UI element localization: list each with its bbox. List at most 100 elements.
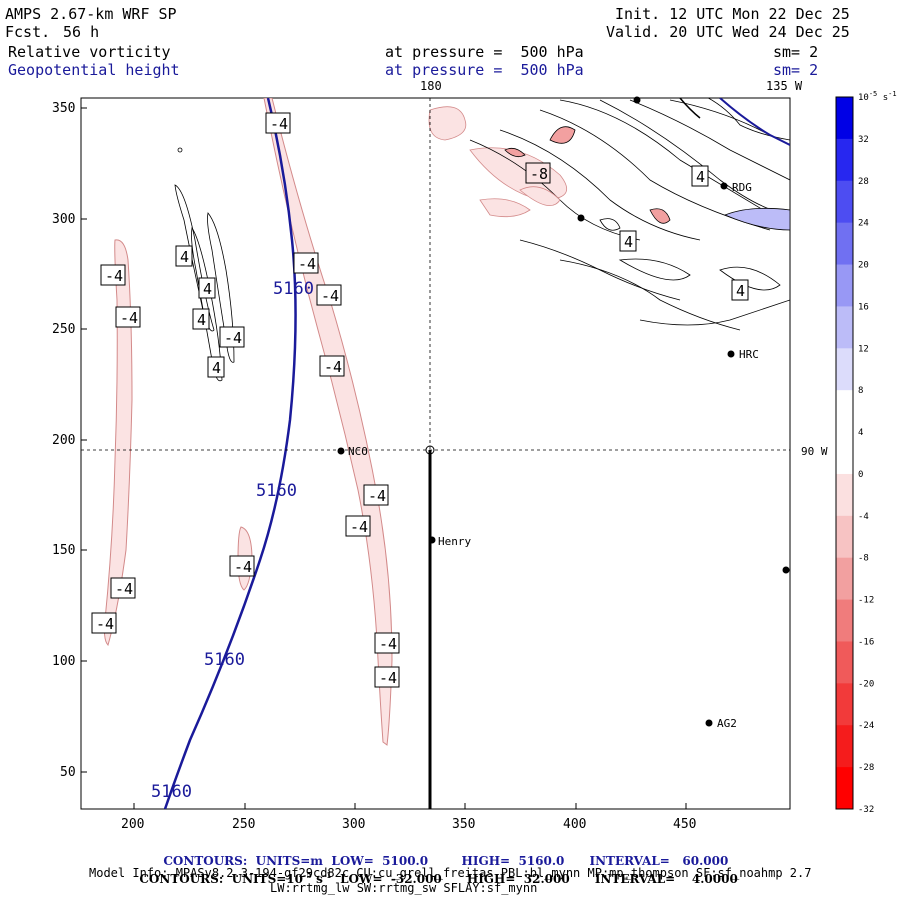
vorticity-pos-label: 4: [212, 359, 221, 377]
colorbar-swatch: [836, 473, 853, 517]
colorbar-swatch: [836, 641, 853, 684]
x-tick: 350: [452, 817, 475, 832]
vorticity-pos-label: 4: [736, 282, 745, 300]
colorbar-tick-label: 12: [858, 344, 869, 354]
colorbar-tick-label: 8: [858, 386, 863, 396]
vorticity-label: -4: [105, 267, 123, 285]
vorticity-pos-label: 4: [203, 280, 212, 298]
station-label-hrc: HRC: [739, 348, 759, 361]
vorticity-label: -4: [120, 309, 138, 327]
vorticity-pos-label: 4: [624, 233, 633, 251]
footer-line-1: CONTOURS: UNITS=m LOW= 5100.0 HIGH= 5160…: [163, 854, 729, 868]
y-tick: 150: [52, 543, 75, 558]
y-tick: 200: [52, 433, 75, 448]
colorbar-swatch: [836, 390, 853, 433]
colorbar-swatch: [836, 222, 853, 266]
height-contour-ne: [719, 98, 790, 146]
station-marker: [577, 214, 585, 222]
height-contour-ne: [679, 98, 701, 119]
height-label: 5160: [256, 481, 297, 501]
colorbar-tick-label: 4: [858, 428, 863, 438]
model-info-2: LW:rrtmg_lw SW:rrtmg_sw SFLAY:sf_mynn: [270, 881, 538, 895]
vorticity-label: -4: [298, 255, 316, 273]
vorticity-label: -4: [270, 115, 288, 133]
y-tick: 350: [52, 101, 75, 116]
vorticity-label: -4: [224, 329, 242, 347]
field-1-level: at pressure = 500 hPa: [385, 43, 584, 61]
station-label-rdg: RDG: [732, 181, 752, 194]
colorbar-tick-label: -32: [858, 805, 874, 815]
model-info: Model Info: MPASv8.2.3-194-gf29cd82c CU:…: [89, 866, 812, 880]
field-1-smoothing: sm= 2: [773, 43, 819, 61]
station-marker: [337, 447, 345, 455]
lon-label-180: 180: [420, 79, 442, 93]
colorbar-swatch: [836, 725, 853, 768]
forecast-label: Fcst.: [5, 23, 51, 41]
lon-label-135w: 135 W: [766, 79, 803, 93]
y-tick: 250: [52, 322, 75, 337]
colorbar-tick-label: -24: [858, 721, 874, 731]
station-marker: [633, 96, 641, 104]
colorbar-swatch: [836, 557, 853, 601]
station-marker: [428, 536, 436, 544]
init-time: Init. 12 UTC Mon 22 Dec 25: [615, 5, 850, 23]
colorbar-swatch: [836, 264, 853, 307]
field-1-name: Relative vorticity: [8, 43, 171, 61]
colorbar-tick-label: 20: [858, 261, 869, 271]
colorbar-swatch: [836, 180, 853, 224]
colorbar-tick-label: -16: [858, 637, 874, 647]
station-marker: [782, 566, 790, 574]
station-marker: [720, 182, 728, 190]
vorticity-label: -4: [379, 669, 397, 687]
x-tick: 450: [673, 817, 696, 832]
model-title: AMPS 2.67-km WRF SP: [5, 5, 177, 23]
valid-time: Valid. 20 UTC Wed 24 Dec 25: [606, 23, 850, 41]
station-marker: [727, 350, 735, 358]
y-tick: 50: [60, 765, 76, 780]
colorbar-tick-label: -4: [858, 512, 869, 522]
forecast-hour: 56 h: [63, 23, 100, 41]
colorbar-tick-label: -28: [858, 763, 874, 773]
colorbar-swatch: [836, 138, 853, 182]
colorbar-swatch: [836, 97, 853, 140]
lon-label-90w: 90 W: [801, 445, 828, 458]
vorticity-label: -4: [379, 635, 397, 653]
vorticity-pos-label: 4: [180, 248, 189, 266]
vorticity-pos-label: 4: [696, 168, 705, 186]
x-tick: 250: [232, 817, 255, 832]
station-marker: [705, 719, 713, 727]
colorbar-swatch: [836, 767, 853, 810]
vorticity-label: -4: [321, 287, 339, 305]
vorticity-label: -4: [324, 358, 342, 376]
colorbar-tick-label: -12: [858, 596, 874, 606]
height-contour-5160: [163, 98, 297, 809]
y-tick: 300: [52, 212, 75, 227]
vorticity-pos-contour: [207, 212, 235, 363]
height-label: 5160: [204, 650, 245, 670]
field-2-level: at pressure = 500 hPa: [385, 61, 584, 79]
vorticity-pos-label: 4: [197, 311, 206, 329]
station-label-henry: Henry: [438, 535, 471, 548]
colorbar-swatch: [836, 432, 853, 475]
colorbar-border: [835, 96, 854, 810]
footer-line-2: CONTOURS: UNITS=10-5 s-1 LOW= -32.000 HI…: [139, 870, 738, 886]
colorbar-tick-label: 24: [858, 219, 869, 229]
colorbar-tick-label: 0: [858, 470, 863, 480]
y-tick: 100: [52, 654, 75, 669]
field-2-smoothing: sm= 2: [773, 61, 819, 79]
colorbar-swatch: [836, 348, 853, 391]
vorticity-ne-cluster: [428, 98, 790, 331]
vorticity-pos-contour: [177, 147, 183, 153]
map-frame: [80, 97, 791, 810]
field-2-name: Geopotential height: [8, 61, 180, 79]
colorbar-tick-label: 28: [858, 177, 869, 187]
station-label-nco: NCO: [348, 445, 368, 458]
colorbar-tick-label: 16: [858, 302, 869, 312]
colorbar-tick-label: -20: [858, 679, 874, 689]
vorticity-label: -8: [530, 165, 548, 183]
height-label: 5160: [273, 279, 314, 299]
colorbar-swatch: [836, 515, 853, 559]
colorbar-units: 10-5 s-1: [858, 90, 897, 103]
x-tick: 200: [121, 817, 144, 832]
